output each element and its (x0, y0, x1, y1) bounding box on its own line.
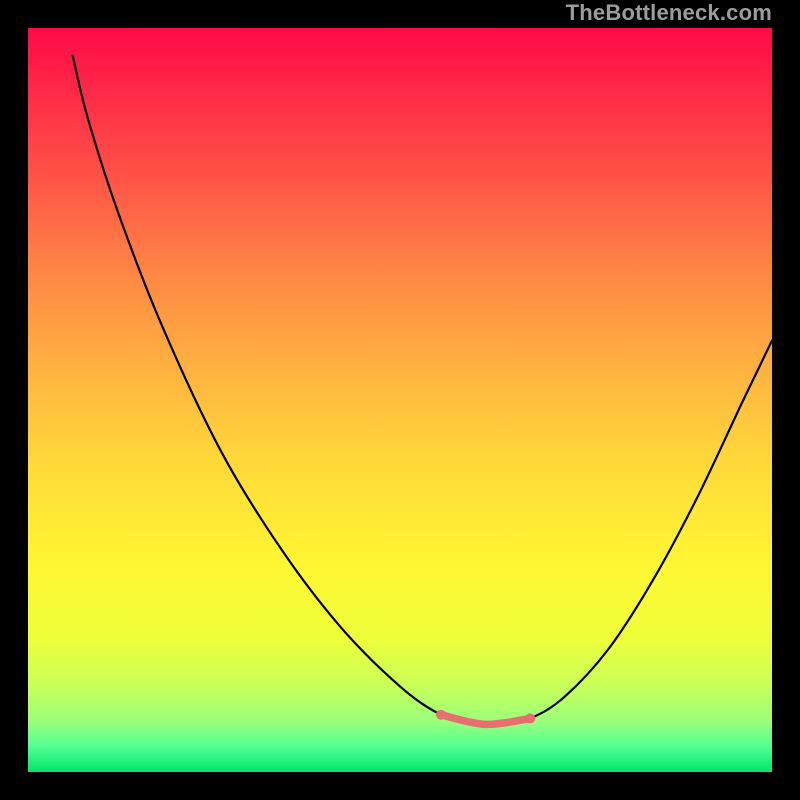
chart-frame: TheBottleneck.com (0, 0, 800, 800)
optimal-range-start-dot (436, 710, 446, 720)
bottleneck-curve-chart (28, 28, 772, 772)
plot-area (28, 28, 772, 772)
watermark-text: TheBottleneck.com (566, 0, 772, 26)
gradient-background (28, 28, 772, 772)
optimal-range-end-dot (525, 713, 535, 723)
